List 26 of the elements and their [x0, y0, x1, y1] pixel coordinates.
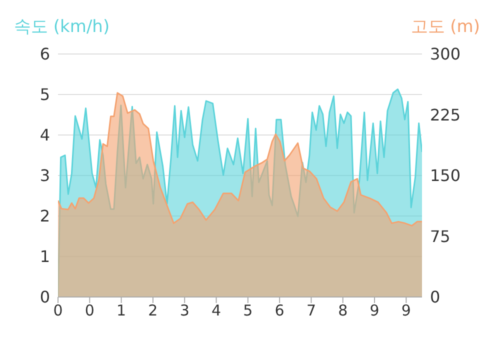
y2-tick-label: 0	[430, 288, 440, 307]
y-tick-label: 2	[40, 206, 50, 226]
x-tick-label: 5	[243, 302, 253, 320]
x-tick-label: 1	[116, 302, 126, 320]
y-tick-label: 5	[40, 85, 50, 104]
y2-tick-label: 150	[430, 166, 461, 186]
x-tick-label: 9	[370, 302, 380, 320]
x-tick-label: 3	[180, 302, 190, 320]
y-tick-label: 3	[40, 166, 50, 186]
y2-axis-title: 고도 (m)	[410, 16, 480, 38]
x-tick-label: 4	[211, 302, 222, 320]
x-tick-label: 0	[84, 302, 94, 320]
y-tick-label: 6	[40, 44, 50, 64]
x-tick-label: 9	[401, 302, 411, 320]
y-tick-label: 4	[40, 126, 50, 145]
y-tick-label: 1	[40, 247, 50, 266]
x-tick-label: 2	[148, 302, 158, 320]
x-tick-label: 7	[306, 302, 316, 320]
y2-tick-label: 225	[430, 105, 461, 124]
x-tick-label: 8	[338, 302, 348, 320]
y2-tick-label: 300	[430, 44, 461, 64]
x-tick-label: 0	[53, 302, 63, 320]
y2-tick-label: 75	[430, 226, 450, 246]
y-tick-label: 0	[40, 288, 50, 307]
y-axis-title: 속도 (km/h)	[14, 16, 110, 38]
x-tick-label: 6	[274, 302, 284, 320]
